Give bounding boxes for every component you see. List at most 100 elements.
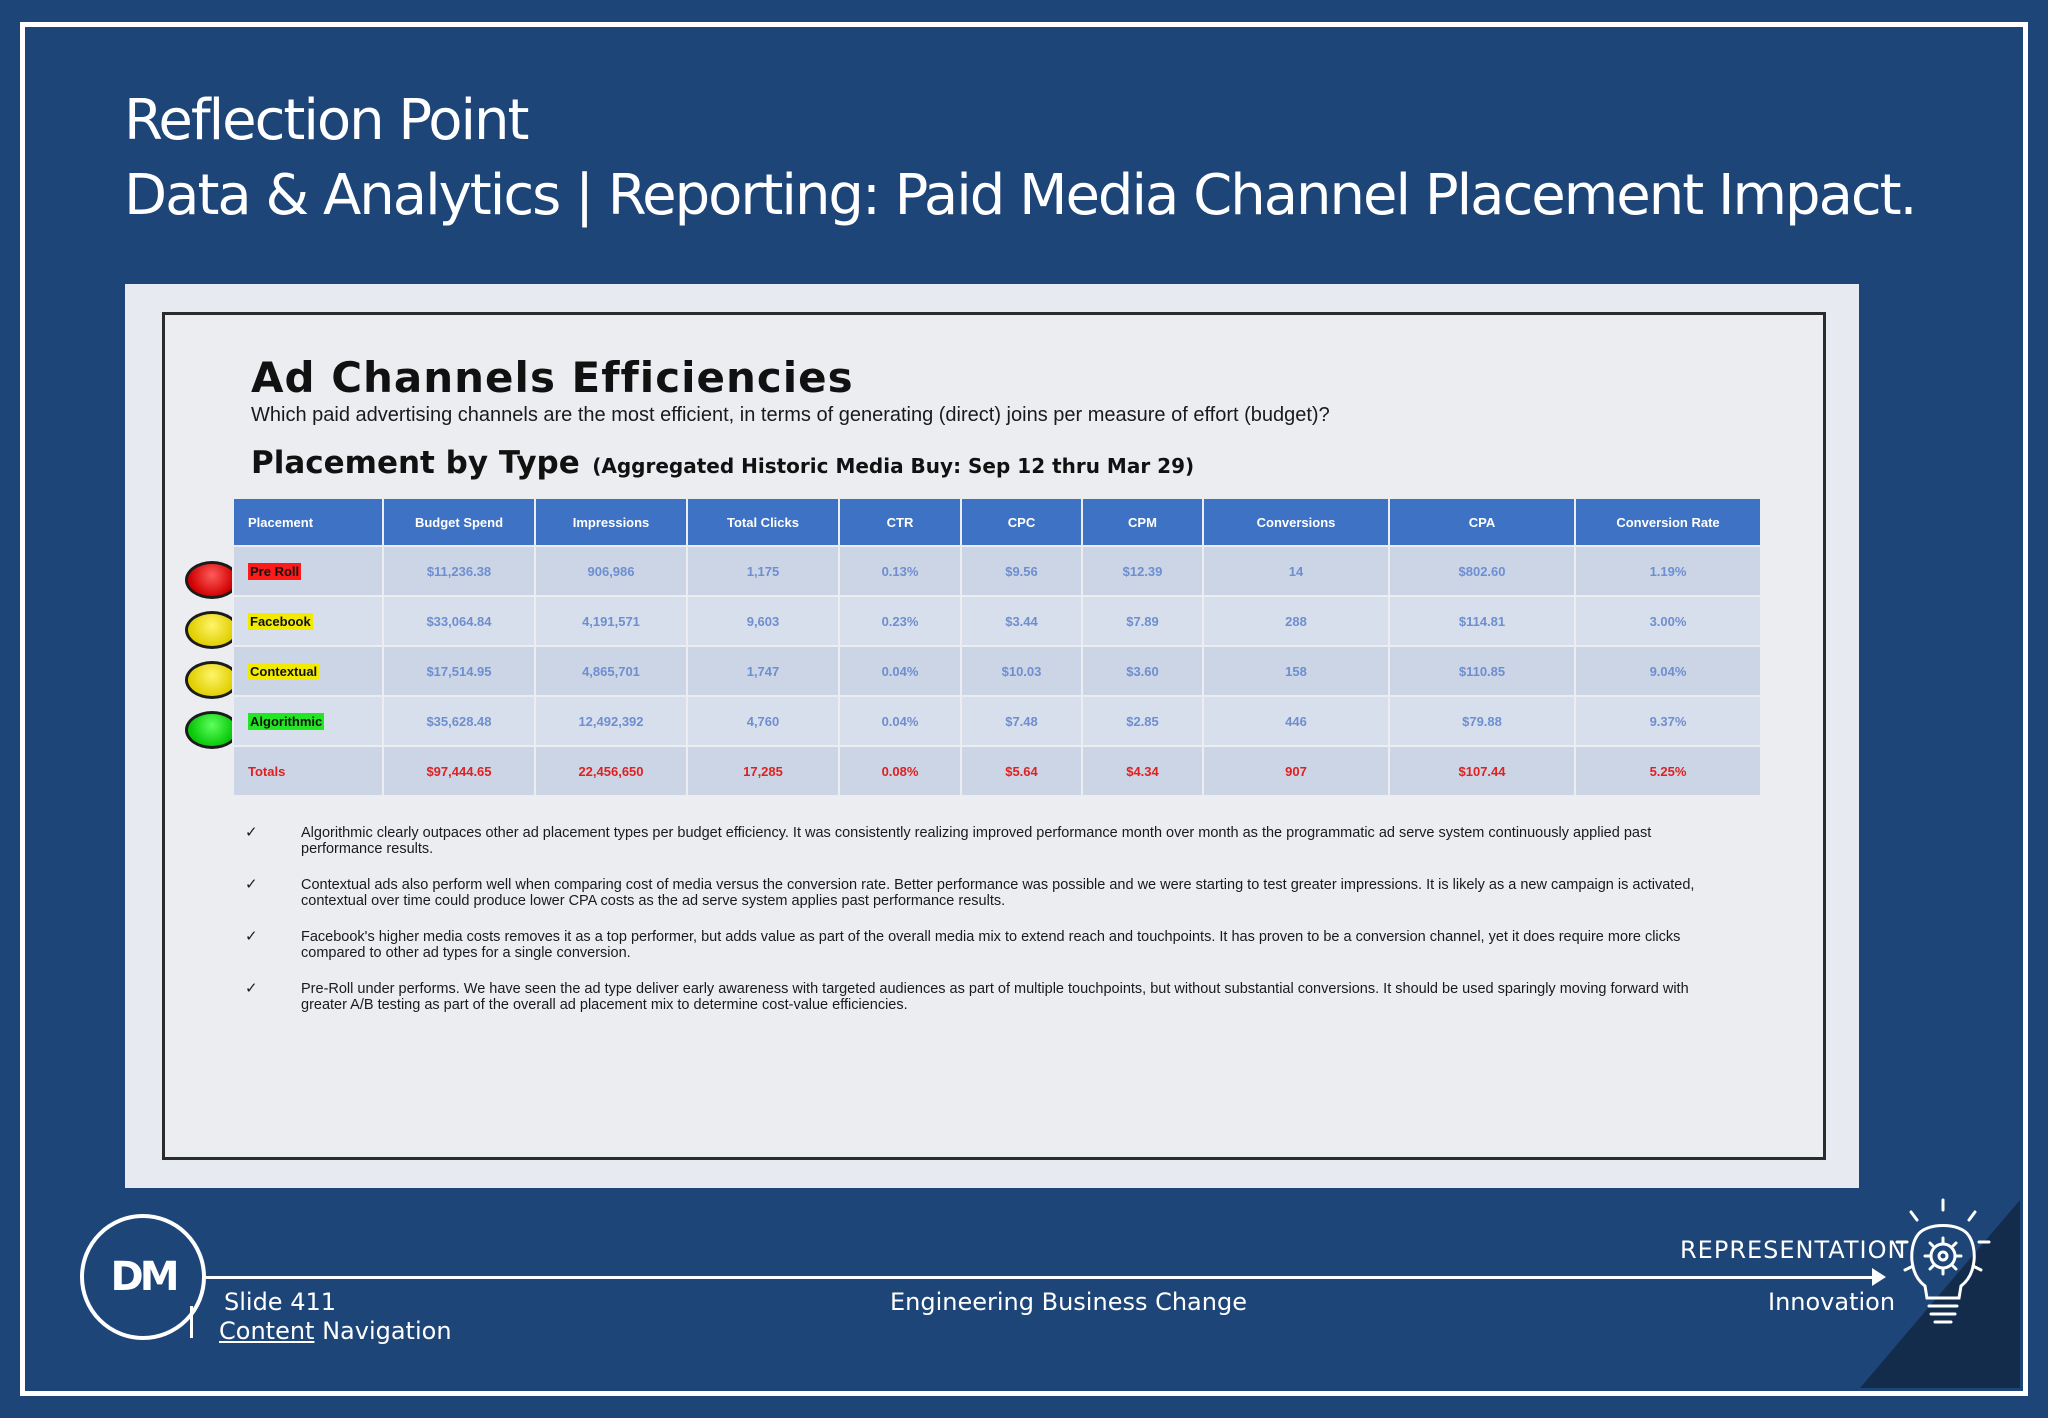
status-light	[185, 561, 239, 599]
check-icon: ✓	[245, 928, 258, 945]
table-cell: $114.81	[1388, 595, 1576, 647]
placement-cell: Contextual	[232, 645, 384, 697]
column-header: Placement	[232, 497, 384, 547]
table-cell: 446	[1202, 695, 1390, 747]
table-row: Facebook $33,064.84 4,191,571 9,603 0.23…	[232, 595, 1762, 647]
list-item: ✓ Algorithmic clearly outpaces other ad p…	[245, 824, 1725, 858]
content-link-underlined[interactable]: Content	[219, 1317, 315, 1345]
table-cell: 9.37%	[1574, 695, 1762, 747]
column-header: Total Clicks	[686, 497, 840, 547]
slide-title-line1: Reflection Point	[124, 88, 529, 153]
table-cell: $3.60	[1081, 645, 1204, 697]
slide-title-line2: Data & Analytics | Reporting: Paid Media…	[124, 163, 1917, 228]
table-cell: 0.23%	[838, 595, 962, 647]
placement-heading: Placement by Type (Aggregated Historic M…	[251, 445, 1194, 481]
table-header-row: Placement Budget Spend Impressions Total…	[232, 497, 1762, 547]
list-item: ✓ Pre-Roll under performs. We have seen t…	[245, 980, 1725, 1014]
table-cell: $4.34	[1081, 745, 1204, 797]
logo-text: DM	[110, 1254, 179, 1300]
status-light	[185, 711, 239, 749]
placement-cell: Pre Roll	[232, 545, 384, 597]
table-cell: 0.04%	[838, 645, 962, 697]
dm-logo[interactable]: DM	[80, 1214, 206, 1340]
table-cell: 12,492,392	[534, 695, 688, 747]
table-cell: $7.48	[960, 695, 1083, 747]
totals-row: Totals $97,444.65 22,456,650 17,285 0.08…	[232, 745, 1762, 797]
table-cell: $802.60	[1388, 545, 1576, 597]
table-cell: 0.13%	[838, 545, 962, 597]
innovation-label: Innovation	[1768, 1288, 1896, 1316]
table-cell: 288	[1202, 595, 1390, 647]
representation-label: REPRESENTATION	[1680, 1236, 1907, 1264]
column-header: Conversion Rate	[1574, 497, 1762, 547]
table-cell: $110.85	[1388, 645, 1576, 697]
table-cell: $11,236.38	[382, 545, 536, 597]
placement-cell: Facebook	[232, 595, 384, 647]
content-link-rest[interactable]: Navigation	[314, 1317, 452, 1345]
lightbulb-gear-icon	[1895, 1198, 1991, 1324]
section-heading: Placement by Type	[251, 445, 580, 481]
column-header: Budget Spend	[382, 497, 536, 547]
table-cell: 4,760	[686, 695, 840, 747]
check-icon: ✓	[245, 980, 258, 997]
check-icon: ✓	[245, 824, 258, 841]
list-item: ✓ Contextual ads also perform well when c…	[245, 876, 1725, 910]
list-item: ✓ Facebook's higher media costs removes i…	[245, 928, 1725, 962]
table-cell: $35,628.48	[382, 695, 536, 747]
bullet-text: Facebook's higher media costs removes it…	[301, 929, 1681, 961]
corner-decoration	[1860, 1200, 2020, 1388]
table-row: Contextual $17,514.95 4,865,701 1,747 0.…	[232, 645, 1762, 697]
placement-table: Placement Budget Spend Impressions Total…	[232, 497, 1762, 797]
placement-label: Pre Roll	[248, 562, 302, 580]
report-document: Ad Channels Efficiencies Which paid adve…	[162, 312, 1826, 1160]
table-cell: 4,865,701	[534, 645, 688, 697]
content-navigation-link[interactable]: Content Navigation	[219, 1317, 452, 1345]
table-cell: 1,175	[686, 545, 840, 597]
placement-label: Contextual	[248, 662, 320, 680]
table-cell: $2.85	[1081, 695, 1204, 747]
column-header: Conversions	[1202, 497, 1390, 547]
table-cell: 17,285	[686, 745, 840, 797]
table-cell: $33,064.84	[382, 595, 536, 647]
placement-cell: Algorithmic	[232, 695, 384, 747]
table-cell: $5.64	[960, 745, 1083, 797]
column-header: Impressions	[534, 497, 688, 547]
table-cell: $7.89	[1081, 595, 1204, 647]
table-row: Algorithmic $35,628.48 12,492,392 4,760 …	[232, 695, 1762, 747]
bullet-text: Contextual ads also perform well when co…	[301, 877, 1695, 909]
table-cell: 158	[1202, 645, 1390, 697]
table-cell: 1.19%	[1574, 545, 1762, 597]
column-header: CPC	[960, 497, 1083, 547]
table-cell: $9.56	[960, 545, 1083, 597]
table-cell: 14	[1202, 545, 1390, 597]
footer-tagline: Engineering Business Change	[890, 1288, 1247, 1316]
slide-number: Slide 411	[224, 1288, 337, 1316]
table-cell: $79.88	[1388, 695, 1576, 747]
table-cell: $10.03	[960, 645, 1083, 697]
table-row: Pre Roll $11,236.38 906,986 1,175 0.13% …	[232, 545, 1762, 597]
document-title: Ad Channels Efficiencies	[251, 353, 854, 402]
status-light	[185, 611, 239, 649]
table-cell: 0.04%	[838, 695, 962, 747]
bullet-text: Algorithmic clearly outpaces other ad pl…	[301, 825, 1652, 857]
table-cell: 5.25%	[1574, 745, 1762, 797]
report-image: Ad Channels Efficiencies Which paid adve…	[125, 284, 1859, 1188]
section-subheading: (Aggregated Historic Media Buy: Sep 12 t…	[592, 454, 1195, 478]
table-cell: 3.00%	[1574, 595, 1762, 647]
arrow-right-icon	[1872, 1268, 1886, 1286]
table-cell: 0.08%	[838, 745, 962, 797]
table-cell: $107.44	[1388, 745, 1576, 797]
navigation-line	[206, 1276, 1874, 1279]
table-cell: $97,444.65	[382, 745, 536, 797]
table-cell: 907	[1202, 745, 1390, 797]
column-header: CPM	[1081, 497, 1204, 547]
table-cell: 9.04%	[1574, 645, 1762, 697]
document-subtitle: Which paid advertising channels are the …	[251, 404, 1330, 426]
slide-frame	[20, 22, 2028, 1396]
check-icon: ✓	[245, 876, 258, 893]
table-cell: $17,514.95	[382, 645, 536, 697]
placement-label: Algorithmic	[248, 712, 325, 730]
table-cell: 1,747	[686, 645, 840, 697]
bullet-text: Pre-Roll under performs. We have seen th…	[301, 981, 1689, 1013]
insight-list: ✓ Algorithmic clearly outpaces other ad p…	[245, 825, 1725, 1033]
